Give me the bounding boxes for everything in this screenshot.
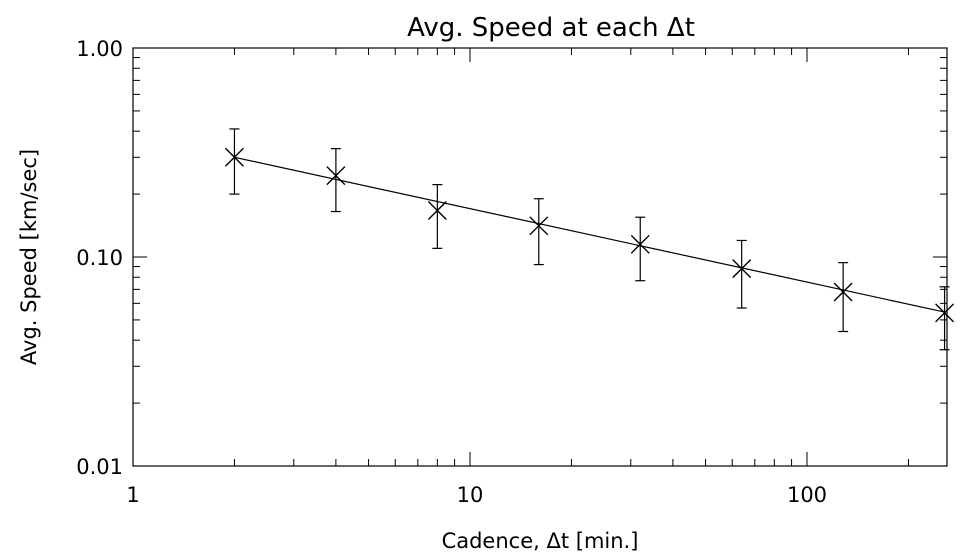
- x-axis-label: Cadence, Δt [min.]: [442, 529, 639, 553]
- x-marker-stroke: [529, 216, 549, 236]
- data-point: [224, 128, 244, 195]
- data-point: [833, 262, 853, 333]
- x-marker-stroke: [935, 303, 955, 323]
- y-axis-tick-labels: 0.01 0.10 1.00: [76, 37, 123, 479]
- x-tick-label-0: 1: [126, 483, 139, 507]
- data-point: [630, 216, 650, 282]
- x-marker-stroke: [224, 147, 244, 167]
- fit-line-group: [234, 156, 945, 313]
- y-axis-label: Avg. Speed [km/sec]: [17, 149, 41, 365]
- y-tick-label-2: 1.00: [76, 37, 123, 61]
- plot-frame: [132, 47, 948, 467]
- x-marker-stroke: [833, 282, 853, 302]
- data-point: [732, 239, 752, 309]
- x-tick-label-2: 100: [787, 483, 827, 507]
- x-marker-stroke: [326, 166, 346, 186]
- x-tick-label-1: 10: [457, 483, 484, 507]
- x-marker-stroke: [427, 200, 447, 220]
- x-axis-ticks: [132, 48, 909, 466]
- x-marker-stroke: [732, 259, 752, 279]
- data-point: [529, 198, 549, 266]
- x-marker-stroke: [630, 234, 650, 254]
- y-tick-label-1: 0.10: [76, 246, 123, 270]
- fit-line: [234, 156, 945, 313]
- y-tick-label-0: 0.01: [76, 455, 123, 479]
- y-axis-ticks: [133, 47, 947, 467]
- data-point: [326, 148, 346, 213]
- x-axis-tick-labels: 1 10 100: [126, 483, 827, 507]
- data-point: [935, 286, 955, 351]
- chart-title: Avg. Speed at each Δt: [407, 13, 695, 43]
- data-point: [427, 184, 447, 249]
- data-points: [224, 128, 955, 351]
